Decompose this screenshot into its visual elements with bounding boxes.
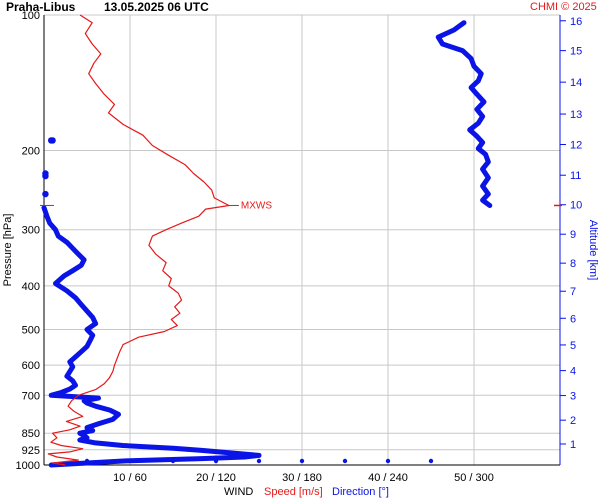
surface-wind-dot	[385, 458, 391, 464]
direction-series-lower	[41, 205, 262, 468]
pressure-tick-label: 850	[22, 428, 40, 440]
altitude-tick-label: 1	[570, 439, 576, 451]
altitude-tick-label: 14	[570, 77, 582, 89]
copyright-label: CHMI © 2025	[530, 1, 597, 13]
speed-series	[47, 14, 230, 466]
altitude-tick-label: 6	[570, 313, 576, 325]
pressure-tick-label: 100	[22, 10, 40, 22]
wind-tick-label: 40 / 240	[368, 472, 408, 484]
altitude-tick-label: 8	[570, 258, 576, 270]
plot-frame	[43, 15, 561, 466]
altitude-tick-label: 13	[570, 109, 582, 121]
surface-wind-dot	[170, 458, 176, 464]
altitude-tick-label: 15	[570, 46, 582, 58]
altitude-tick-label: 12	[570, 140, 582, 152]
x-tick-labels: 10 / 60 20 / 120 30 / 180 40 / 240 50 / 300	[113, 472, 494, 484]
wind-tick-label: 50 / 300	[454, 472, 494, 484]
altitude-tick-label: 10	[570, 200, 582, 212]
pressure-tick-label: 500	[22, 325, 40, 337]
surface-wind-dot	[84, 458, 90, 464]
surface-wind-dot	[256, 458, 262, 464]
pressure-tick-label: 300	[22, 225, 40, 237]
grid-layer	[44, 14, 560, 465]
direction-series-upper	[435, 20, 493, 208]
pressure-tick-label: 925	[22, 445, 40, 457]
direction-point	[42, 190, 49, 198]
surface-wind-dot	[428, 458, 434, 464]
wind-tick-label: 30 / 180	[282, 472, 322, 484]
surface-wind-dot	[299, 458, 305, 464]
pressure-tick-label: 400	[22, 281, 40, 293]
x-axis-label-direction: Direction [°]	[332, 486, 389, 498]
chart-title-datetime: 13.05.2025 06 UTC	[104, 0, 209, 14]
altitude-tick-label: 16	[570, 16, 582, 28]
x-axis-label-speed: Speed [m/s]	[264, 486, 323, 498]
chart-title-station: Praha-Libus	[6, 0, 76, 14]
pressure-tick-label: 200	[22, 145, 40, 157]
surface-wind-dot	[213, 458, 219, 464]
y2-axis-label: Altitude [km]	[587, 220, 599, 281]
pressure-tick-label: 600	[22, 360, 40, 372]
surface-wind-dot	[127, 458, 133, 464]
altitude-tick-label: 11	[570, 170, 581, 182]
pressure-tick-label: 1000	[16, 460, 40, 472]
direction-point	[47, 137, 55, 144]
pressure-tick-label: 700	[22, 390, 40, 402]
x-axis-label-wind: WIND	[224, 486, 253, 498]
direction-point	[42, 172, 49, 180]
altitude-tick-label: 5	[570, 340, 576, 352]
y-tick-labels: 100 200 300 400 500 600 700 850 925 1000	[16, 10, 40, 472]
mxws-label: MXWS	[241, 200, 272, 211]
series-layer	[40, 14, 562, 468]
altitude-tick-label: 9	[570, 229, 576, 241]
wind-tick-label: 20 / 120	[196, 472, 236, 484]
altitude-tick-label: 3	[570, 391, 576, 403]
wind-tick-label: 10 / 60	[113, 472, 147, 484]
altitude-tick-label: 2	[570, 415, 576, 427]
surface-wind-dot	[342, 458, 348, 464]
y-axis-label: Pressure [hPa]	[2, 214, 14, 287]
altitude-tick-label: 4	[570, 366, 576, 378]
altitude-tick-label: 7	[570, 286, 576, 298]
